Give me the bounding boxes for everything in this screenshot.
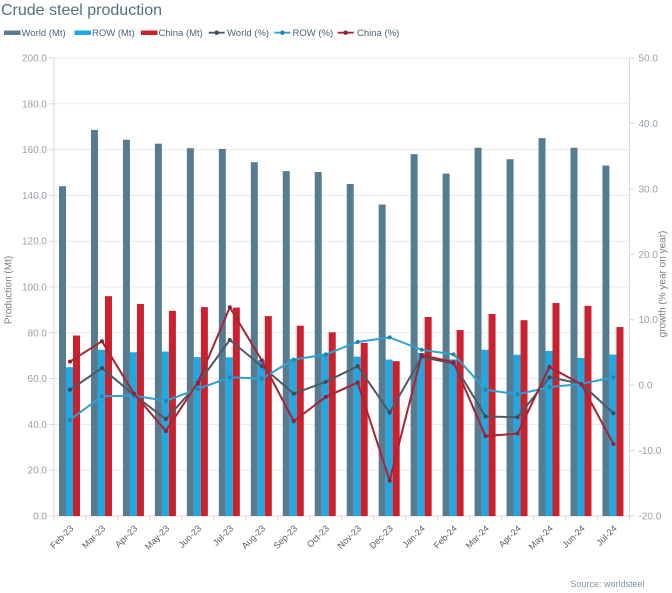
svg-text:30.0: 30.0 <box>639 184 659 195</box>
svg-text:China (%): China (%) <box>357 28 399 39</box>
svg-text:-10.0: -10.0 <box>639 446 662 457</box>
svg-text:growth (% year on year): growth (% year on year) <box>658 231 669 338</box>
svg-text:40.0: 40.0 <box>28 420 48 431</box>
svg-text:0.0: 0.0 <box>639 381 653 392</box>
svg-text:160.0: 160.0 <box>22 145 47 156</box>
svg-text:140.0: 140.0 <box>22 191 47 202</box>
svg-text:World (%): World (%) <box>227 28 269 39</box>
svg-text:80.0: 80.0 <box>28 328 48 339</box>
svg-text:Production (Mt): Production (Mt) <box>4 256 15 324</box>
svg-text:China (Mt): China (Mt) <box>159 28 203 39</box>
svg-text:120.0: 120.0 <box>22 237 47 248</box>
svg-text:ROW (%): ROW (%) <box>293 28 334 39</box>
svg-text:200.0: 200.0 <box>22 54 47 65</box>
svg-text:20.0: 20.0 <box>639 250 659 261</box>
svg-text:ROW (Mt): ROW (Mt) <box>92 28 135 39</box>
svg-text:20.0: 20.0 <box>28 466 48 477</box>
svg-text:100.0: 100.0 <box>22 283 47 294</box>
svg-text:Source: worldsteel: Source: worldsteel <box>570 579 644 588</box>
svg-text:Crude steel production: Crude steel production <box>1 2 162 19</box>
svg-text:50.0: 50.0 <box>639 54 659 65</box>
svg-text:180.0: 180.0 <box>22 99 47 110</box>
svg-text:60.0: 60.0 <box>28 374 48 385</box>
svg-text:0.0: 0.0 <box>33 512 47 523</box>
svg-text:10.0: 10.0 <box>639 315 659 326</box>
svg-text:40.0: 40.0 <box>639 119 659 130</box>
svg-text:World (Mt): World (Mt) <box>22 28 66 39</box>
svg-text:-20.0: -20.0 <box>639 512 662 523</box>
